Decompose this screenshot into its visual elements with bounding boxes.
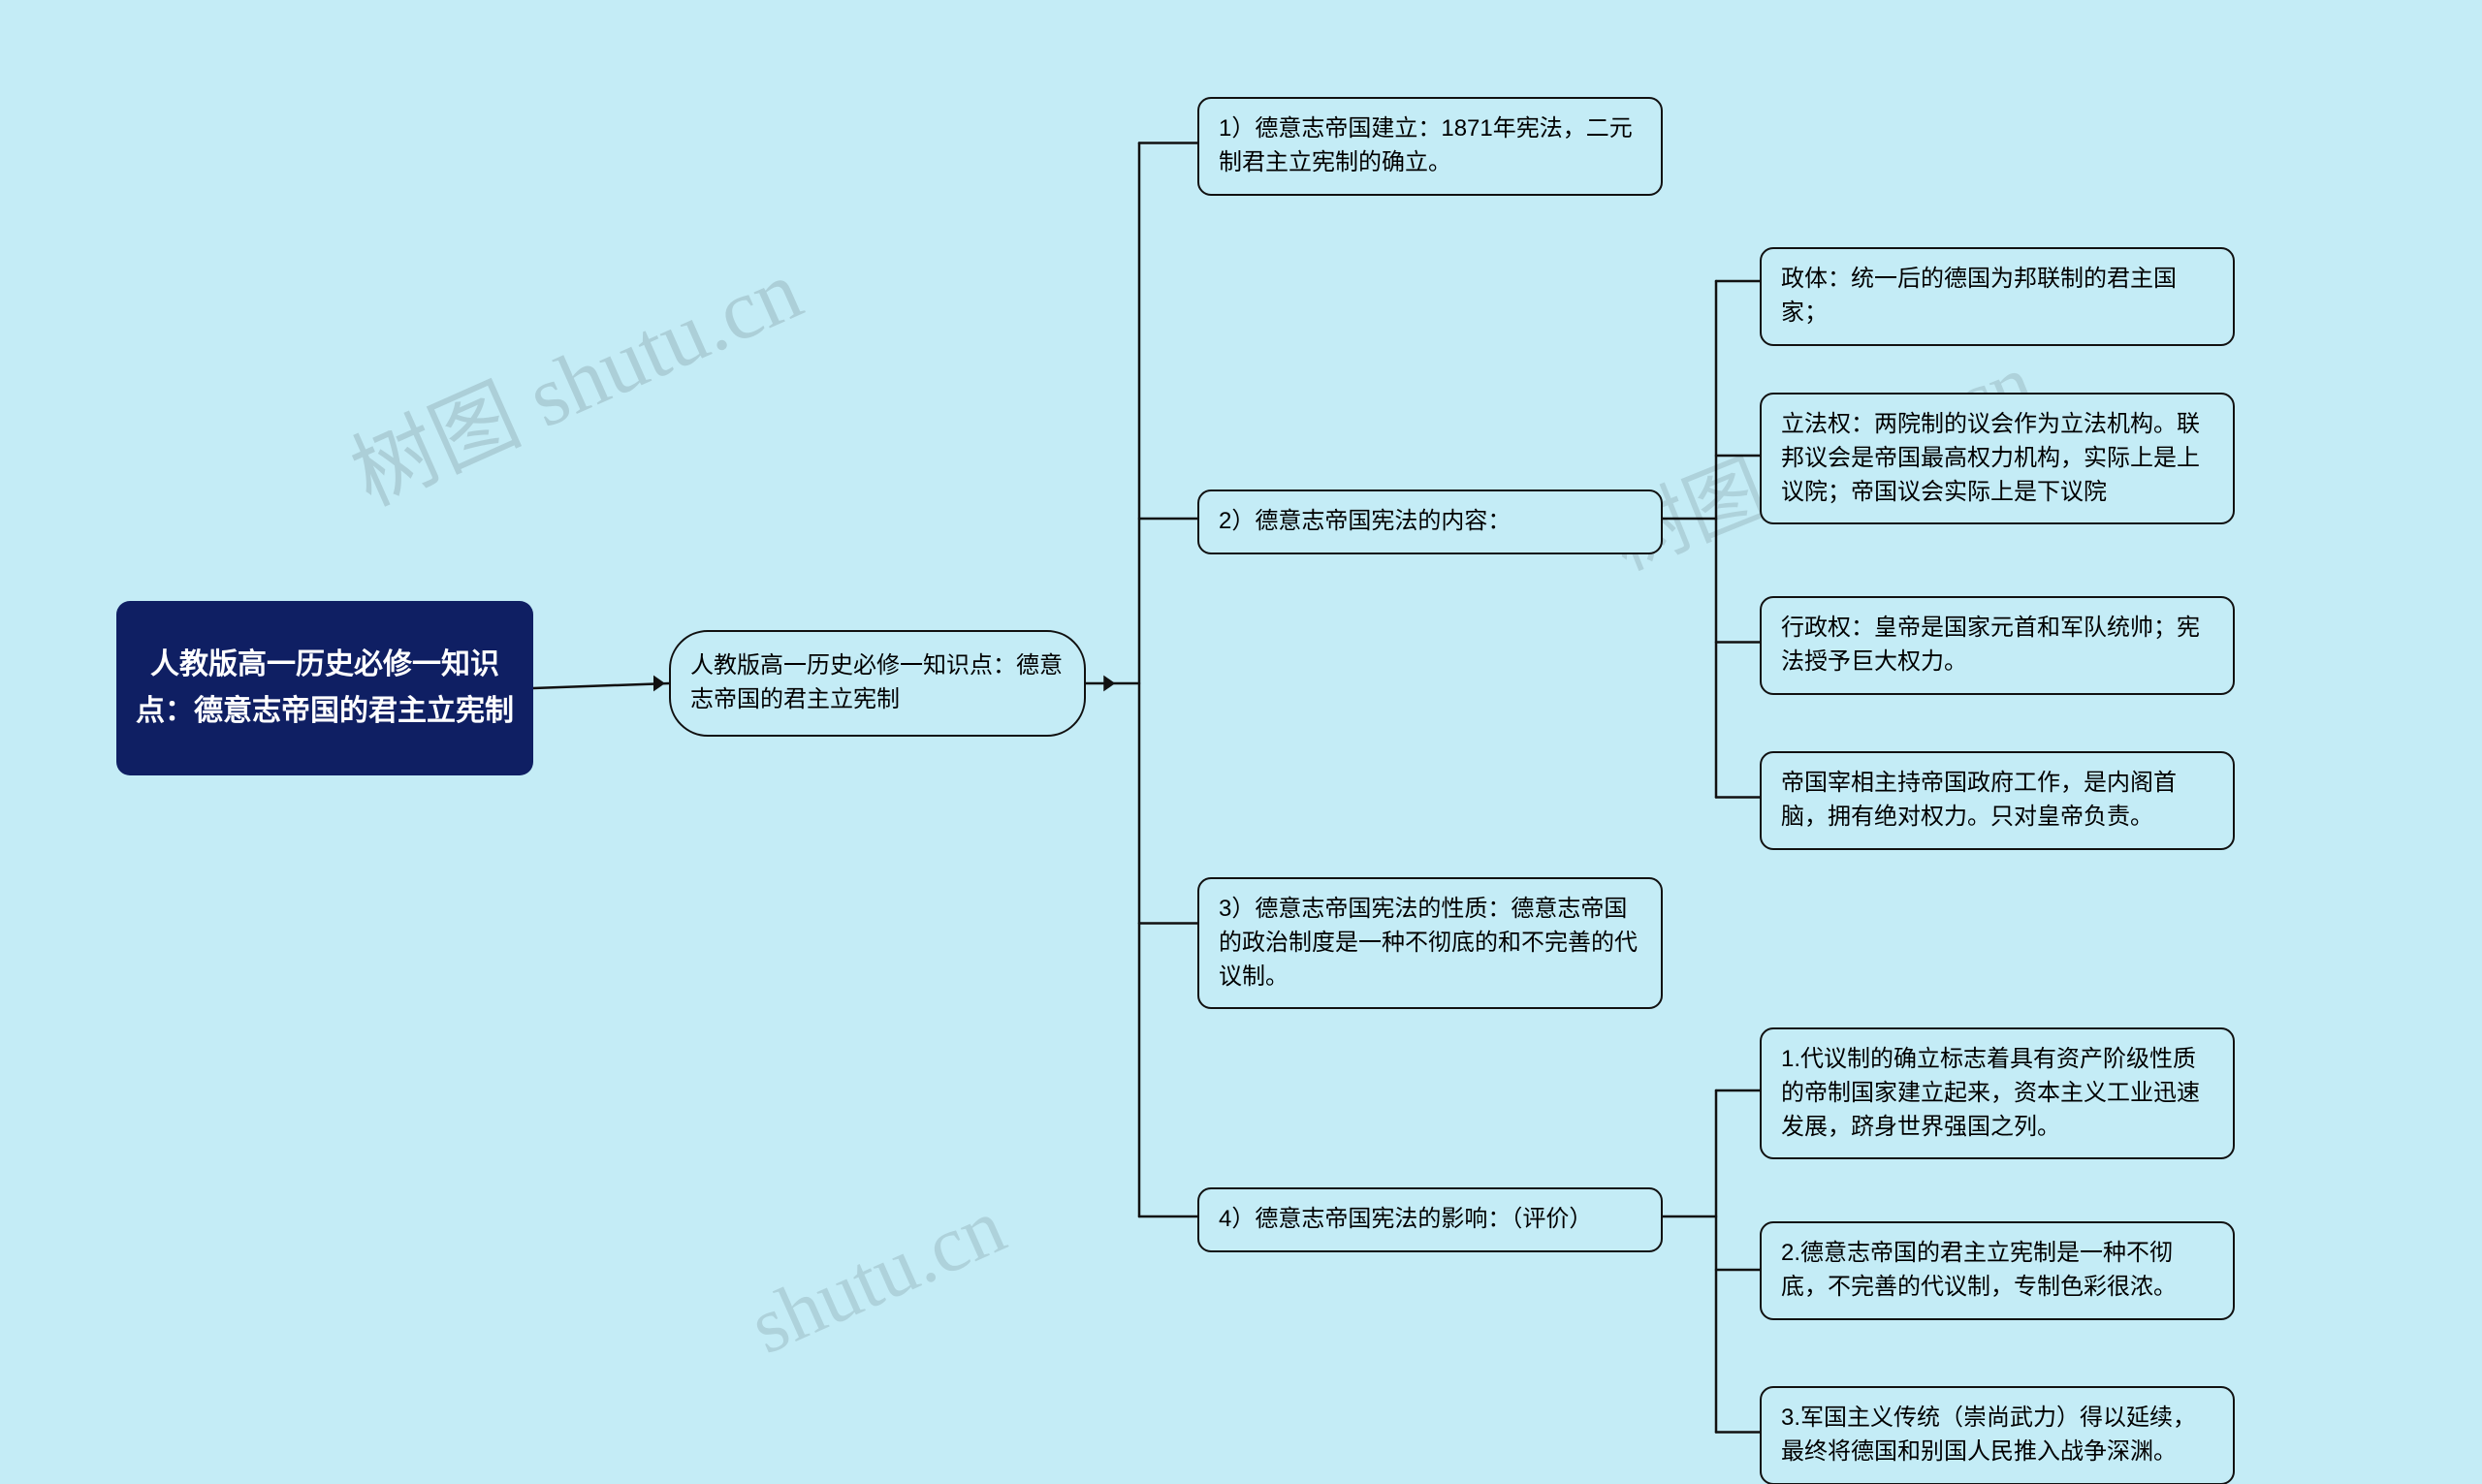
branch-2[interactable]: 2）德意志帝国宪法的内容： [1197, 489, 1663, 554]
watermark: shutu.cn [737, 1181, 1018, 1373]
level1-node[interactable]: 人教版高一历史必修一知识点：德意志帝国的君主立宪制 [669, 630, 1086, 737]
branch-2-child-2[interactable]: 立法权：两院制的议会作为立法机构。联邦议会是帝国最高权力机构，实际上是上议院；帝… [1760, 393, 2235, 524]
branch-4[interactable]: 4）德意志帝国宪法的影响：（评价） [1197, 1187, 1663, 1252]
branch-2-child-4[interactable]: 帝国宰相主持帝国政府工作，是内阁首脑，拥有绝对权力。只对皇帝负责。 [1760, 751, 2235, 850]
branch-1[interactable]: 1）德意志帝国建立：1871年宪法，二元制君主立宪制的确立。 [1197, 97, 1663, 196]
watermark: 树图 shutu.cn [330, 222, 817, 529]
mindmap-canvas: 人教版高一历史必修一知识点：德意志帝国的君主立宪制 人教版高一历史必修一知识点：… [0, 0, 2482, 1484]
branch-2-child-1[interactable]: 政体：统一后的德国为邦联制的君主国家； [1760, 247, 2235, 346]
branch-3[interactable]: 3）德意志帝国宪法的性质：德意志帝国的政治制度是一种不彻底的和不完善的代议制。 [1197, 877, 1663, 1009]
branch-2-child-3[interactable]: 行政权：皇帝是国家元首和军队统帅；宪法授予巨大权力。 [1760, 596, 2235, 695]
branch-4-child-1[interactable]: 1.代议制的确立标志着具有资产阶级性质的帝制国家建立起来，资本主义工业迅速发展，… [1760, 1027, 2235, 1159]
root-node[interactable]: 人教版高一历史必修一知识点：德意志帝国的君主立宪制 [116, 601, 533, 775]
branch-4-child-2[interactable]: 2.德意志帝国的君主立宪制是一种不彻底，不完善的代议制，专制色彩很浓。 [1760, 1221, 2235, 1320]
branch-4-child-3[interactable]: 3.军国主义传统（崇尚武力）得以延续，最终将德国和别国人民推入战争深渊。 [1760, 1386, 2235, 1484]
